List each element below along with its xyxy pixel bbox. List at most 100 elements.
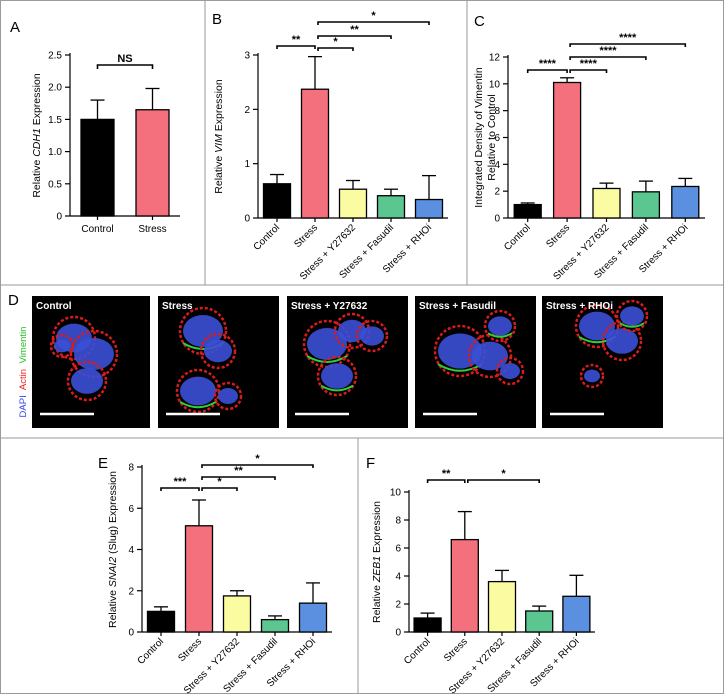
y-tick-label: 4 xyxy=(128,545,134,556)
panel-b-chart: B 0 1 2 3 Relative VIM Expression Control Stre… xyxy=(212,10,448,282)
vimentin-signal xyxy=(179,400,217,409)
nucleus xyxy=(488,316,512,336)
bar xyxy=(184,525,214,633)
actin-signal xyxy=(495,356,525,386)
category-label: Control xyxy=(402,636,433,667)
actin-signal xyxy=(467,333,513,379)
bar xyxy=(525,610,554,633)
actin-signal xyxy=(579,363,605,389)
y-tick-label: 8 xyxy=(494,106,500,117)
micrograph-background xyxy=(287,296,408,428)
panel-letter-e: E xyxy=(98,455,108,472)
micrograph-2: Stress xyxy=(158,296,279,428)
significance-bracket xyxy=(526,69,568,73)
bar xyxy=(300,88,330,219)
significance-bracket xyxy=(317,35,392,39)
nucleus xyxy=(321,363,353,389)
actin-signal xyxy=(49,333,75,359)
stain-dapi-label: DAPI xyxy=(18,395,29,417)
nucleus xyxy=(360,326,384,346)
micrograph-row: Control Stress Stress + Y27632 Stress + Fas… xyxy=(32,296,663,428)
y-axis-label: Relative CDH1 Expression xyxy=(31,73,43,197)
nucleus xyxy=(620,306,644,326)
y-axis-label: Integrated Density of Vimentin xyxy=(473,67,485,208)
significance-label: **** xyxy=(539,58,557,70)
y-tick-label: 0 xyxy=(128,628,134,639)
category-label: Control xyxy=(136,636,167,667)
bar xyxy=(631,191,661,219)
nucleus xyxy=(584,369,600,383)
bar xyxy=(592,187,621,219)
significance-label: **** xyxy=(580,58,598,70)
bar xyxy=(338,188,368,219)
nucleus xyxy=(54,339,70,353)
category-label: Stress xyxy=(138,224,166,235)
significance-bracket xyxy=(317,21,430,25)
stain-actin-label: Actin xyxy=(18,369,29,390)
significance-label: * xyxy=(371,10,376,22)
significance-bracket xyxy=(569,43,687,47)
y-tick-label: 2 xyxy=(244,105,250,116)
nucleus xyxy=(218,388,238,404)
actin-signal xyxy=(199,332,237,370)
actin-signal xyxy=(601,320,643,362)
category-label: Control xyxy=(502,222,533,253)
significance-bracket xyxy=(201,464,314,468)
y-tick-label: 1.0 xyxy=(48,147,62,158)
y-tick-label: 2 xyxy=(128,586,134,597)
nucleus xyxy=(438,333,482,369)
panel-letter-d: D xyxy=(8,292,19,309)
significance-bracket xyxy=(467,479,540,483)
significance-bracket xyxy=(201,476,276,480)
y-tick-label: 4 xyxy=(494,160,500,171)
y-tick-label: 8 xyxy=(395,516,401,527)
category-label: Stress xyxy=(292,222,320,250)
nucleus xyxy=(472,341,508,371)
stain-legend-text: DAPI Actin Vimentin xyxy=(18,327,29,418)
y-tick-label: 2 xyxy=(494,187,500,198)
bar xyxy=(552,81,582,219)
nucleus xyxy=(204,339,232,363)
bar xyxy=(80,118,115,217)
y-tick-label: 0 xyxy=(244,214,250,225)
y-tick-label: 1.5 xyxy=(48,115,62,126)
significance-label: ** xyxy=(292,34,301,46)
y-axis-label: Relative SNAI2 (Slug) Expression xyxy=(107,471,119,628)
bar xyxy=(260,618,290,633)
panel-c-chart: C 0 2 4 6 8 10 12 Integrated Density of Vimenti… xyxy=(473,13,705,282)
bar xyxy=(146,610,176,633)
panel-d-microscopy: D DAPI Actin Vimentin Control Stress Stres… xyxy=(8,292,663,428)
micrograph-label: Control xyxy=(36,301,72,312)
panel-e-chart: E 0 2 4 6 8 Relative SNAI2 (Slug) Expression C… xyxy=(98,453,332,694)
significance-bracket xyxy=(160,487,200,491)
panel-f-chart: F 0 2 4 6 8 10 Relative ZEB1 Expression Control… xyxy=(366,455,595,694)
micrograph-label: Stress + RHOi xyxy=(546,301,613,312)
category-label: Stress xyxy=(176,636,204,664)
y-tick-label: 2.5 xyxy=(48,51,62,62)
vimentin-signal xyxy=(619,322,645,328)
y-tick-label: 1 xyxy=(244,159,250,170)
category-label: Stress xyxy=(442,636,470,664)
micrograph-label: Stress xyxy=(162,301,193,312)
actin-signal xyxy=(175,368,221,414)
y-axis-label-line2: Relative to Control xyxy=(486,94,498,180)
significance-label: ** xyxy=(350,24,359,36)
bar xyxy=(450,538,479,633)
y-tick-label: 10 xyxy=(390,488,402,499)
bar xyxy=(562,595,591,633)
stain-legend: DAPI Actin Vimentin xyxy=(18,327,29,418)
vimentin-signal xyxy=(320,384,354,392)
y-tick-label: 3 xyxy=(244,51,250,62)
vimentin-signal xyxy=(487,332,513,338)
y-tick-label: 8 xyxy=(128,463,134,474)
y-tick-label: 6 xyxy=(494,133,500,144)
bar xyxy=(222,595,252,633)
y-tick-label: 0.5 xyxy=(48,179,62,190)
y-tick-label: 6 xyxy=(128,504,134,515)
panel-letter-c: C xyxy=(474,13,485,30)
nucleus xyxy=(338,319,366,343)
bar xyxy=(671,185,700,219)
y-tick-label: 4 xyxy=(395,572,401,583)
actin-signal xyxy=(483,309,517,343)
